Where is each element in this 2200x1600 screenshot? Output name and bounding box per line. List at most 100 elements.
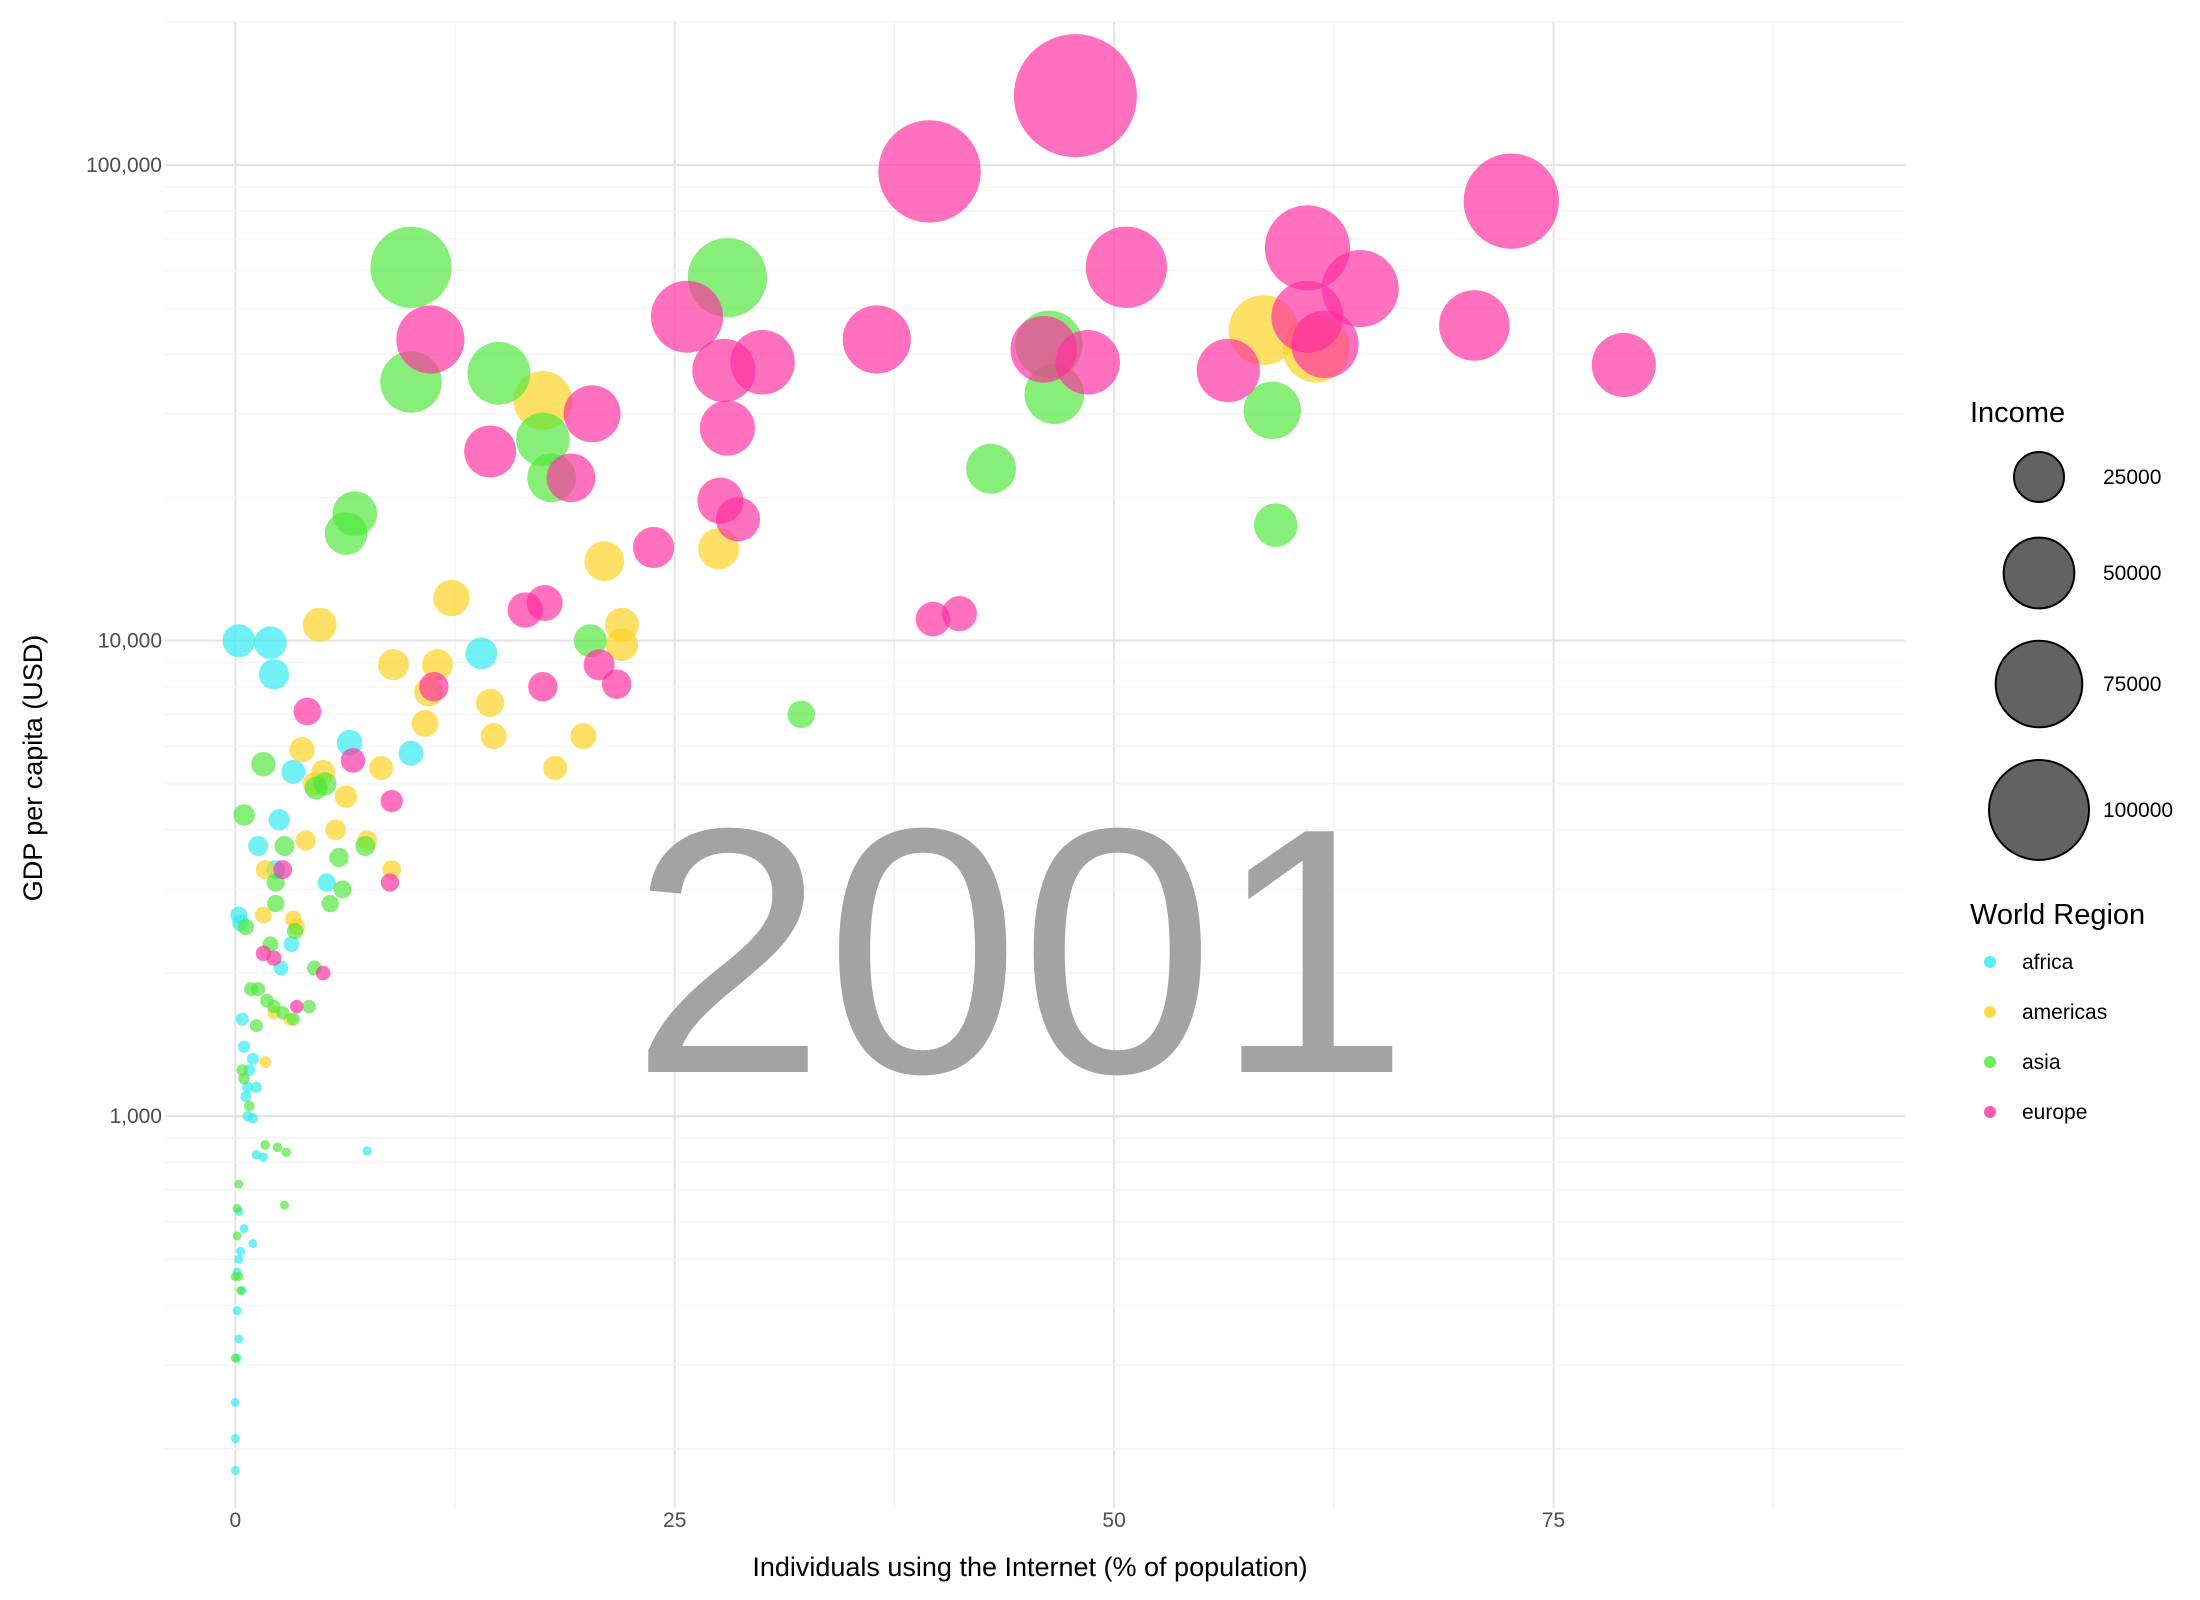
data-point-africa — [230, 1398, 240, 1408]
color-legend-label: europe — [2022, 1101, 2087, 1124]
data-point-americas — [334, 785, 358, 808]
data-point-europe — [1085, 226, 1168, 308]
data-point-americas — [255, 860, 275, 880]
size-legend-title: Income — [1970, 397, 2065, 429]
data-point-asia — [260, 1140, 271, 1150]
data-point-asia — [324, 512, 368, 555]
data-point-africa — [317, 873, 336, 892]
data-point-europe — [715, 497, 761, 542]
data-point-africa — [237, 1040, 251, 1053]
axis-layer: 0 25 50 75 1,000 10,000 100,000 — [86, 154, 1565, 1532]
data-point-europe — [396, 305, 465, 374]
data-point-americas — [433, 579, 470, 617]
data-point-africa — [398, 740, 424, 766]
color-legend-title: World Region — [1970, 899, 2145, 931]
data-point-asia — [333, 880, 352, 899]
data-point-asia — [237, 918, 255, 936]
data-point-europe — [915, 601, 951, 637]
data-point-europe — [290, 999, 304, 1014]
data-point-europe — [633, 526, 675, 569]
data-point-europe — [878, 120, 981, 223]
data-point-asia — [251, 751, 276, 777]
data-point-asia — [1243, 381, 1301, 440]
data-point-asia — [966, 443, 1016, 494]
data-point-africa — [236, 1246, 246, 1256]
size-legend-label: 75000 — [2103, 673, 2161, 696]
data-point-asia — [272, 1142, 283, 1153]
data-point-europe — [293, 697, 322, 726]
data-point-africa — [230, 1465, 240, 1475]
data-point-asia — [286, 1012, 300, 1026]
y-tick-label: 100,000 — [86, 154, 162, 177]
data-point-europe — [266, 950, 282, 966]
data-point-asia — [238, 1072, 250, 1085]
data-point-africa — [222, 624, 256, 658]
data-point-asia — [286, 923, 304, 940]
data-point-asia — [281, 1147, 292, 1157]
data-point-africa — [247, 1113, 259, 1124]
x-tick-label: 75 — [1542, 1509, 1565, 1532]
data-point-asia — [233, 804, 255, 826]
size-legend-key — [2002, 536, 2076, 610]
data-point-asia — [370, 226, 452, 308]
data-point-americas — [421, 649, 453, 681]
data-point-africa — [242, 1081, 254, 1093]
color-legend-key-asia — [1984, 1056, 1996, 1068]
data-point-europe — [546, 453, 596, 503]
data-point-europe — [380, 789, 403, 813]
data-point-americas — [369, 755, 394, 781]
x-tick-label: 50 — [1102, 1509, 1125, 1532]
data-point-americas — [570, 723, 597, 750]
x-axis-title: Individuals using the Internet (% of pop… — [752, 1552, 1307, 1582]
data-point-asia — [280, 1200, 290, 1210]
data-point-asia — [230, 1353, 240, 1363]
data-point-asia — [236, 1286, 246, 1296]
data-point-europe — [1013, 34, 1137, 158]
points-layer — [222, 34, 1656, 1475]
data-point-europe — [1463, 153, 1559, 249]
data-point-africa — [240, 1091, 252, 1102]
data-point-africa — [283, 936, 300, 953]
data-point-africa — [281, 759, 306, 784]
data-point-asia — [276, 1006, 290, 1020]
data-point-europe — [1196, 338, 1260, 403]
data-point-europe — [601, 669, 632, 699]
data-point-asia — [787, 700, 816, 729]
data-point-asia — [234, 1179, 244, 1189]
data-point-europe — [1591, 332, 1656, 398]
data-point-americas — [254, 906, 272, 924]
data-point-americas — [480, 723, 507, 750]
data-point-africa — [246, 1052, 259, 1065]
color-legend-label: asia — [2022, 1051, 2061, 1074]
y-tick-label: 1,000 — [109, 1105, 162, 1128]
data-point-europe — [273, 860, 293, 880]
data-point-asia — [1254, 503, 1298, 547]
data-point-asia — [244, 1100, 255, 1112]
data-point-europe — [699, 400, 755, 456]
data-point-americas — [259, 1056, 272, 1068]
data-point-europe — [1439, 290, 1510, 361]
legend-layer: Income World Region 25000 50000 75000 10000… — [1970, 397, 2173, 1124]
data-point-europe — [340, 748, 366, 773]
data-point-europe — [692, 338, 756, 403]
data-point-africa — [465, 637, 498, 670]
data-point-africa — [234, 1254, 244, 1264]
size-legend-key — [1994, 639, 2084, 729]
data-point-americas — [411, 709, 439, 737]
data-point-africa — [362, 1146, 372, 1156]
data-point-asia — [232, 1231, 242, 1241]
data-point-africa — [232, 1306, 242, 1316]
data-point-europe — [464, 425, 517, 478]
data-point-asia — [249, 1019, 263, 1033]
data-point-asia — [302, 999, 316, 1014]
data-point-americas — [513, 371, 573, 430]
data-point-europe — [650, 280, 724, 353]
size-legend-label: 25000 — [2103, 466, 2161, 489]
data-point-americas — [302, 607, 337, 642]
data-point-americas — [584, 541, 625, 582]
data-point-africa — [254, 626, 287, 660]
data-point-africa — [248, 1238, 258, 1248]
data-point-africa — [234, 1334, 244, 1344]
color-legend-key-africa — [1984, 956, 1996, 968]
data-point-americas — [377, 649, 409, 681]
